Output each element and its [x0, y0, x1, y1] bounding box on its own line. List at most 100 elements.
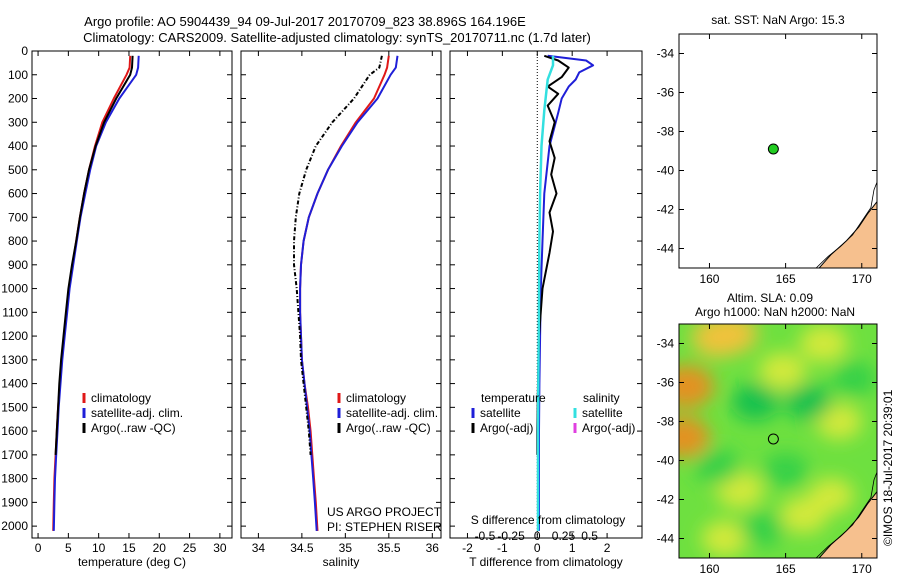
y-tick-label: -44 [657, 242, 675, 256]
stamp-text: ©IMOS 18-Jul-2017 20:39:01 [881, 389, 895, 546]
x-tick-label: 2 [604, 541, 611, 555]
y-tick-label: 0 [21, 44, 28, 58]
temperature-panel: 0 5 10 15 20 25 300100200300400500600700800900… [1, 44, 233, 569]
y-tick-label: 200 [8, 92, 28, 106]
difference-panel: -2 -1 0 1 2T difference from climatology -0.5… [449, 50, 643, 569]
legend-label: Argo(..raw -QC) [91, 421, 176, 435]
series-line [299, 55, 390, 531]
map-title: sat. SST: NaN Argo: 15.3 [711, 13, 845, 27]
sla-blob [784, 383, 832, 421]
legend-label: Argo(-adj) [582, 421, 635, 435]
x-tick-label: 170 [852, 562, 872, 576]
y-tick-label: -40 [657, 164, 675, 178]
plot-frame [449, 50, 643, 539]
top-x-tick-label: 0 [534, 529, 541, 543]
y-tick-label: 1900 [1, 495, 28, 509]
x-tick-label: 165 [776, 272, 796, 286]
legend-label: Argo(..raw -QC) [346, 421, 431, 435]
x-tick-label: 170 [852, 272, 872, 286]
plot-frame [240, 50, 442, 539]
y-tick-label: 1600 [1, 424, 28, 438]
coastline [815, 472, 877, 558]
x-tick-label: 20 [153, 541, 167, 555]
y-tick-label: -42 [657, 493, 675, 507]
legend-header: salinity [583, 391, 620, 405]
x-tick-label: 35.5 [377, 541, 401, 555]
sla-blob [679, 416, 711, 458]
y-tick-label: 900 [8, 258, 28, 272]
sst-map-panel: sat. SST: NaN Argo: 15.3 160 165 170 -34 -36 -… [657, 13, 878, 286]
land-polygon [818, 490, 877, 558]
series-line [536, 55, 555, 531]
sla-blob [832, 361, 877, 396]
top-x-tick-label: 0.5 [581, 529, 598, 543]
y-tick-label: 300 [8, 115, 28, 129]
series-line [54, 55, 134, 455]
figure-title-line2: Climatology: CARS2009. Satellite-adjuste… [83, 30, 591, 45]
legend-label: Argo(-adj) [480, 421, 533, 435]
sla-blob [701, 520, 748, 557]
float-marker [767, 143, 779, 155]
x-tick-label: 5 [65, 541, 72, 555]
legend-label: climatology [91, 391, 151, 405]
y-tick-label: 1000 [1, 282, 28, 296]
y-tick-label: -44 [657, 532, 675, 546]
top-x-tick-label: -0.5 [475, 529, 496, 543]
x-axis-label: salinity [323, 555, 360, 569]
sla-blob [694, 448, 741, 485]
sla-blob [763, 452, 809, 488]
figure-title-line1: Argo profile: AO 5904439_94 09-Jul-2017 … [84, 14, 526, 29]
y-tick-label: 1400 [1, 377, 28, 391]
sla-blob [679, 364, 715, 408]
y-tick-label: 1200 [1, 329, 28, 343]
sla-blob [706, 324, 758, 354]
sla-blob [740, 511, 785, 546]
y-tick-label: 1700 [1, 448, 28, 462]
y-tick-label: -36 [657, 86, 675, 100]
legend-label: satellite [480, 406, 521, 420]
pi-text: PI: STEPHEN RISER [327, 520, 442, 534]
x-axis-label: T difference from climatology [469, 555, 623, 569]
x-tick-label: 30 [213, 541, 227, 555]
y-tick-label: 400 [8, 139, 28, 153]
x-tick-label: 0 [534, 541, 541, 555]
x-tick-label: 36 [426, 541, 440, 555]
map-title: Altim. SLA: 0.09 [727, 291, 813, 305]
series-line [52, 55, 132, 531]
x-tick-label: 160 [699, 562, 719, 576]
y-tick-label: 700 [8, 210, 28, 224]
plot-frame [31, 50, 233, 539]
y-tick-label: -38 [657, 125, 675, 139]
series-line [299, 55, 399, 531]
y-tick-label: 1800 [1, 472, 28, 486]
land-polygon [818, 200, 877, 268]
y-tick-label: 2000 [1, 519, 28, 533]
y-tick-label: 1300 [1, 353, 28, 367]
series-line [52, 55, 140, 531]
x-tick-label: 0 [35, 541, 42, 555]
y-tick-label: -36 [657, 376, 675, 390]
legend-label: satellite [582, 406, 623, 420]
y-tick-label: -34 [657, 47, 675, 61]
top-x-axis-label: S difference from climatology [471, 513, 626, 527]
y-tick-label: 1500 [1, 400, 28, 414]
x-tick-label: 1 [569, 541, 576, 555]
sla-blob [759, 352, 807, 390]
legend-header: temperature [481, 391, 546, 405]
y-tick-label: 800 [8, 234, 28, 248]
x-tick-label: 15 [122, 541, 136, 555]
coastline [815, 182, 877, 268]
x-tick-label: 165 [776, 562, 796, 576]
x-tick-label: 10 [92, 541, 106, 555]
series-line [538, 54, 595, 531]
y-tick-label: 1100 [2, 305, 28, 319]
y-tick-label: 500 [8, 163, 28, 177]
y-tick-label: -42 [657, 203, 675, 217]
sla-blob [780, 496, 828, 534]
float-marker [767, 433, 779, 445]
credit-text: US ARGO PROJECT [327, 505, 442, 519]
x-tick-label: 160 [699, 272, 719, 286]
legend-label: satellite-adj. clim. [346, 406, 438, 420]
